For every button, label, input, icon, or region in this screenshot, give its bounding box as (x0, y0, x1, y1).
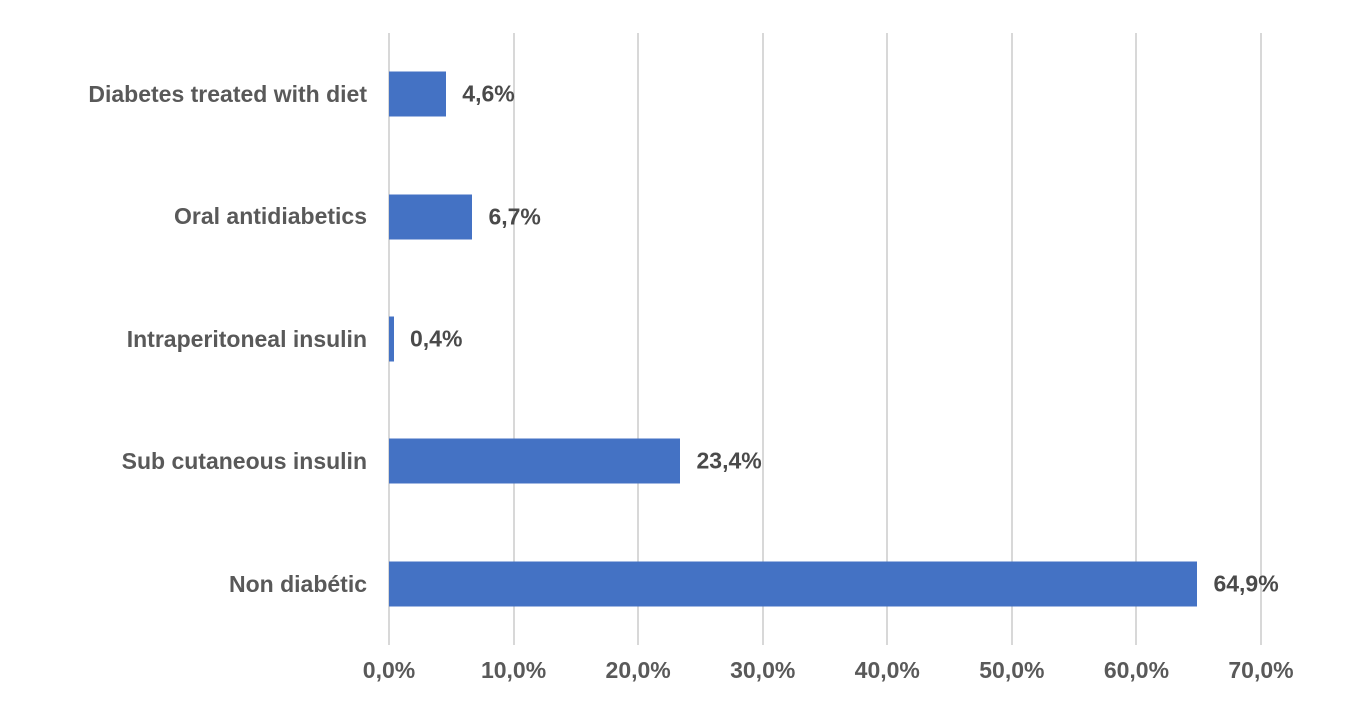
bar (389, 438, 681, 484)
bar (389, 316, 394, 362)
x-tick-label: 50,0% (979, 657, 1045, 683)
category-label: Sub cutaneous insulin (121, 448, 367, 475)
x-tick-label: 60,0% (1103, 657, 1170, 683)
x-tick-label: 10,0% (480, 657, 547, 683)
bar-row: 0,4% (389, 278, 1261, 400)
x-tick-label: 70,0% (1228, 657, 1294, 683)
value-label: 0,4% (409, 325, 463, 352)
value-label: 6,7% (488, 203, 541, 230)
gridline (1010, 33, 1013, 645)
value-label: 64,9% (1213, 570, 1279, 597)
bar (389, 71, 447, 117)
bar-row: 23,4% (389, 400, 1261, 522)
gridline (1260, 33, 1262, 645)
bar-row: 4,6% (389, 33, 1261, 155)
category-axis: Diabetes treated with diet Oral antidiabe… (0, 33, 367, 645)
gridline (637, 33, 640, 645)
category-label: Non diabétic (228, 570, 367, 597)
bar (389, 561, 1198, 607)
gridline (512, 33, 515, 645)
gridline (761, 33, 764, 645)
category-label: Diabetes treated with diet (88, 80, 367, 107)
gridline (1135, 33, 1138, 645)
x-axis: 0,0% 10,0% 20,0% 30,0% 40,0% 50,0% 60,0% 70,0% (0, 645, 1346, 705)
bar (389, 194, 473, 240)
bar-row: 6,7% (389, 155, 1261, 277)
value-label: 23,4% (696, 447, 762, 474)
category-label: Intraperitoneal insulin (126, 325, 367, 352)
category-label: Oral antidiabetics (173, 203, 367, 230)
gridline (886, 33, 889, 645)
x-tick-label: 20,0% (605, 657, 671, 683)
x-tick-label: 30,0% (730, 657, 796, 683)
bar-row: 64,9% (389, 523, 1279, 645)
x-tick-label: 0,0% (362, 657, 416, 683)
x-tick-label: 40,0% (854, 657, 920, 683)
plot-area: 4,6% 6,7% 0,4% 23,4% 64,9% (388, 33, 1279, 645)
value-label: 4,6% (462, 80, 515, 107)
